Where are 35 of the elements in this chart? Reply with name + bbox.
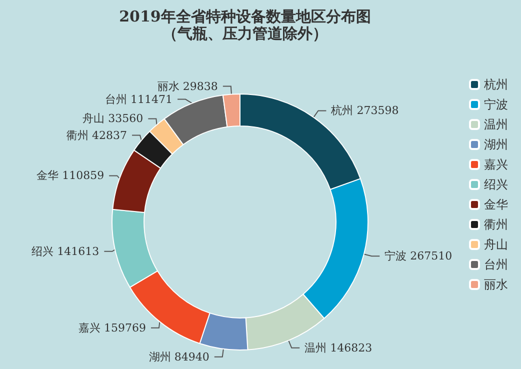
data-label: 267510 (410, 250, 452, 263)
legend-label: 绍兴 (484, 178, 508, 192)
slice-label: 绍兴 (32, 244, 54, 258)
data-label: 146823 (330, 341, 372, 354)
slice-label: 宁波 (384, 250, 407, 263)
legend-label: 台州 (484, 258, 508, 272)
slice-label: 台州 (105, 92, 128, 106)
data-label: 159769 (104, 321, 146, 334)
legend-label: 嘉兴 (484, 158, 508, 172)
slice-label: 衢州 (66, 128, 89, 142)
legend-label: 宁波 (484, 98, 508, 112)
slice-label: 嘉兴 (78, 321, 100, 334)
data-label: 84940 (174, 350, 210, 364)
legend-label: 杭州 (483, 78, 508, 92)
legend-label: 舟山 (484, 238, 508, 252)
chart-subtitle: （气瓶、压力管道除外） (162, 24, 328, 42)
data-label: 33560 (108, 112, 144, 126)
legend-label: 衢州 (484, 218, 508, 232)
chart-title: 2019年全省特种设备数量地区分布图 (119, 8, 371, 26)
data-label: 42837 (92, 128, 128, 142)
legend-label: 丽水 (484, 278, 508, 292)
slice-label: 丽水 (157, 80, 180, 93)
slice-label: 温州 (304, 341, 327, 354)
slice-label: 金华 (36, 169, 59, 182)
data-label: 273598 (356, 104, 399, 118)
data-label: 141613 (57, 244, 100, 258)
legend-label: 温州 (484, 118, 508, 132)
slice-label: 舟山 (82, 112, 105, 126)
data-label: 111471 (130, 92, 173, 106)
slice-label: 湖州 (148, 350, 171, 364)
data-label: 29838 (182, 80, 218, 93)
slice-label: 杭州 (330, 104, 354, 118)
data-label: 110859 (62, 169, 104, 182)
legend-label: 金华 (484, 198, 508, 212)
legend-label: 湖州 (484, 138, 508, 152)
